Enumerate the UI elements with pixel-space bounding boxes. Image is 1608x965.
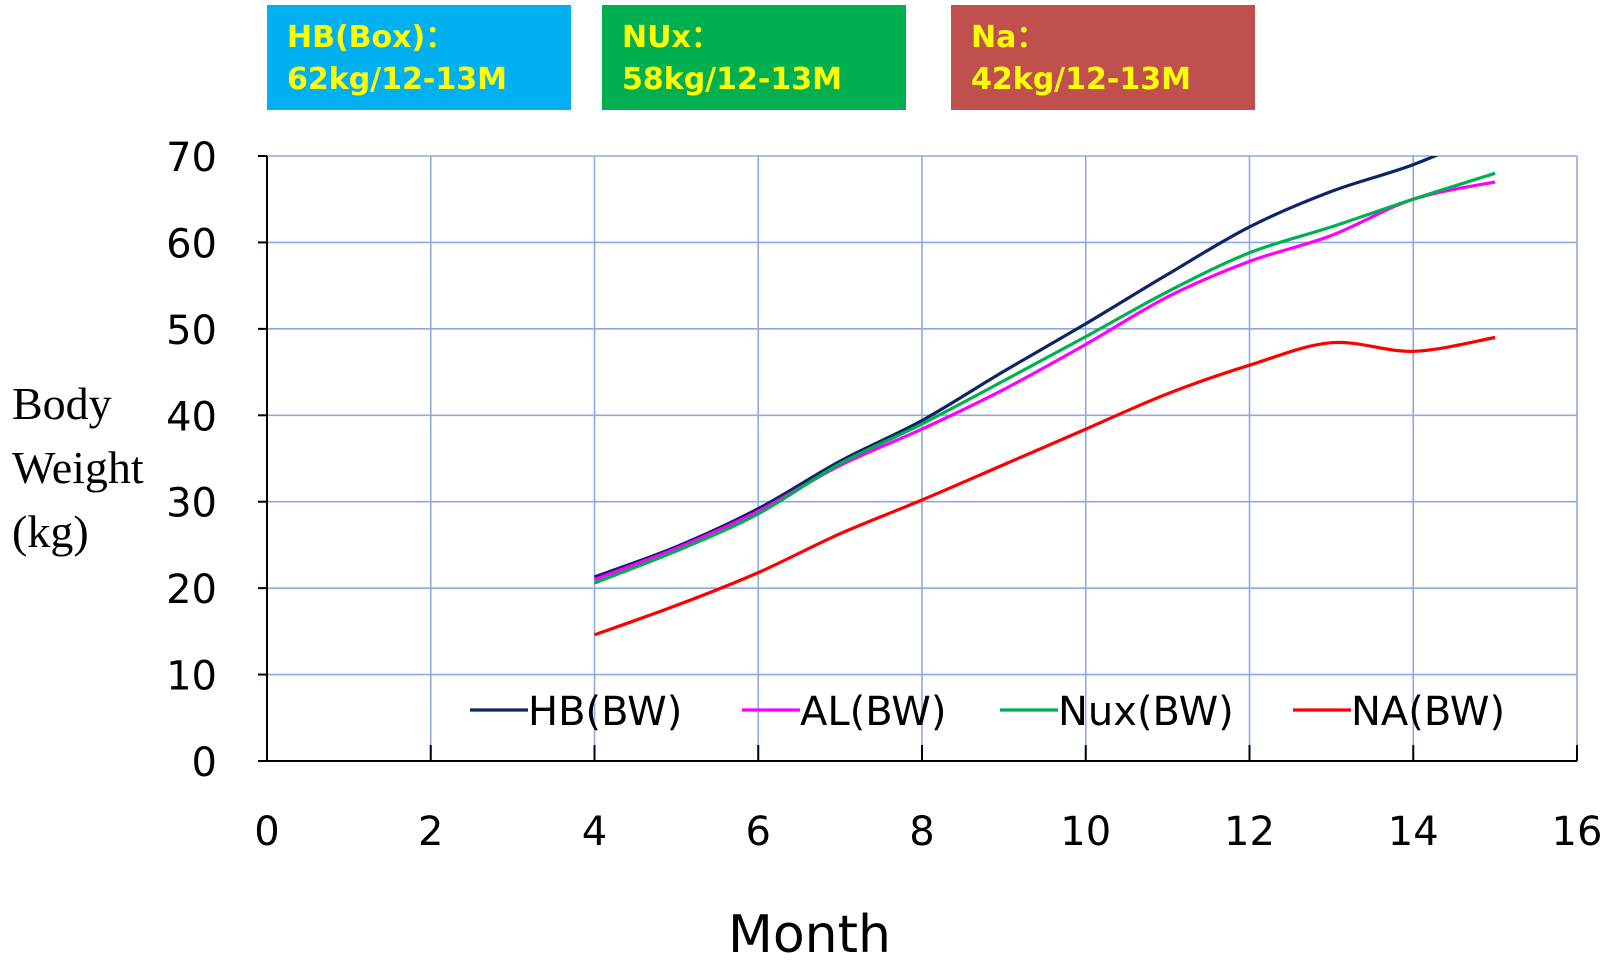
y-tick-label: 50 [166,308,217,354]
info-box-hb-value: 62kg/12-13M [287,62,507,97]
y-axis-label-line: (kg) [12,506,89,557]
series-line-nux-bw [593,171,1496,585]
legend-label: Nux(BW) [1058,689,1234,735]
x-tick-label: 12 [1224,809,1275,855]
y-axis-label: Body Weight (kg) [12,372,144,564]
series-group [593,156,1496,637]
y-tick-label: 30 [166,481,217,527]
x-tick-label: 16 [1552,809,1603,855]
x-tick-label: 4 [582,809,607,855]
x-tick-label: 0 [254,809,279,855]
info-box-nux-value: 58kg/12-13M [622,62,842,97]
info-box-na-value: 42kg/12-13M [971,62,1191,97]
info-box-nux-title: NUx： [622,20,721,55]
info-box-na-title: Na： [971,20,1047,55]
x-tick-label: 10 [1060,809,1111,855]
x-tick-label: 2 [418,809,443,855]
info-box-hb-title: HB(Box)： [287,20,456,55]
y-tick-label: 10 [166,654,217,700]
x-tick-label: 6 [746,809,771,855]
x-tick-label: 8 [909,809,934,855]
y-tick-label: 0 [192,740,217,786]
x-tick-label: 14 [1388,809,1439,855]
y-axis-label-line: Body [12,378,112,429]
legend-label: HB(BW) [528,689,682,735]
series-line-al-bw [593,180,1496,581]
series-line-hb-bw [593,156,1440,579]
y-tick-label: 20 [166,567,217,613]
legend-label: AL(BW) [800,689,946,735]
y-tick-label: 40 [166,394,217,440]
y-tick-label: 70 [166,135,217,181]
info-box-na: Na： 42kg/12-13M [951,5,1255,110]
series-line-na-bw [593,335,1496,637]
info-box-nux: NUx： 58kg/12-13M [602,5,906,110]
legend-label: NA(BW) [1351,689,1505,735]
info-box-hb: HB(Box)： 62kg/12-13M [267,5,571,110]
x-axis-label: Month [728,905,891,965]
y-axis-label-line: Weight [12,442,144,493]
y-tick-label: 60 [166,221,217,267]
